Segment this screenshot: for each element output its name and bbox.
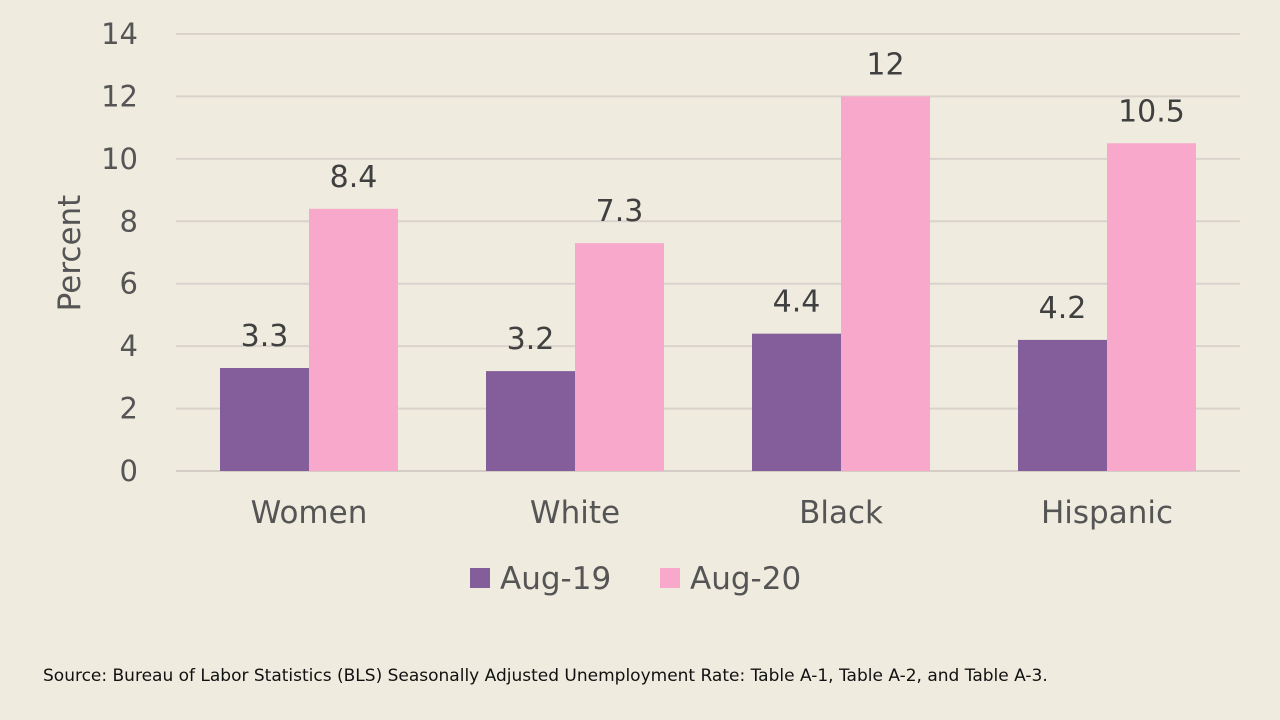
y-tick-label: 2 [120,392,138,426]
legend-swatch [660,568,680,588]
bar-aug-19-women [220,367,309,471]
data-label: 12 [866,47,904,82]
y-tick-label: 14 [101,17,138,51]
bar-aug-20-black [841,96,930,471]
legend: Aug-19 Aug-20 [470,561,801,597]
category-label: Black [799,495,883,531]
legend-label: Aug-19 [500,561,611,597]
legend-label: Aug-20 [690,561,801,597]
bar-aug-19-hispanic [1018,339,1107,471]
category-label: White [530,495,620,531]
y-tick-label: 8 [120,204,138,238]
bars [220,96,1196,472]
bar-chart: 0 2 4 6 8 10 12 14 3.3 8.4 3.2 7.3 4.4 12 4.2 10.5 Wom… [52,17,1240,597]
y-tick-label: 12 [101,79,138,113]
bar-aug-19-white [486,371,575,471]
y-tick-label: 6 [120,267,138,301]
category-label: Women [251,495,368,531]
data-label: 10.5 [1118,94,1185,129]
data-label: 4.2 [1039,291,1087,326]
data-label: 3.2 [507,322,555,357]
data-labels: 3.3 8.4 3.2 7.3 4.4 12 4.2 10.5 [241,47,1185,357]
y-axis-ticks: 0 2 4 6 8 10 12 14 [101,17,138,488]
y-axis-title: Percent [52,195,88,312]
y-tick-label: 10 [101,142,138,176]
y-tick-label: 4 [120,329,138,363]
data-label: 7.3 [596,194,644,229]
legend-swatch [470,568,490,588]
data-label: 8.4 [330,160,378,195]
y-tick-label: 0 [120,454,138,488]
bar-aug-20-women [309,208,398,472]
x-axis-categories: Women White Black Hispanic [251,495,1173,531]
bar-aug-19-black [752,333,841,471]
bar-aug-20-white [575,243,664,471]
data-label: 4.4 [773,285,821,320]
bar-aug-20-hispanic [1107,143,1196,471]
category-label: Hispanic [1041,495,1173,531]
data-label: 3.3 [241,319,289,354]
source-note: Source: Bureau of Labor Statistics (BLS)… [43,666,1048,686]
